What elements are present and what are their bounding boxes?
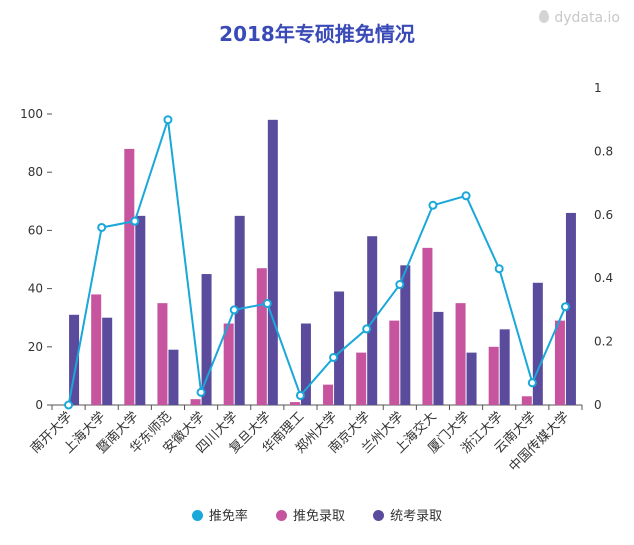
- rate-point: [362, 324, 372, 334]
- legend-swatch-exam: [373, 510, 385, 521]
- rate-point: [262, 299, 272, 309]
- legend-label-recommended: 推免录取: [292, 509, 345, 524]
- bar-recommended: [323, 384, 334, 405]
- chart-title: 2018年专硕推免情况: [219, 22, 415, 46]
- bar-exam: [300, 323, 311, 405]
- legend-item-recommended[interactable]: 推免录取: [275, 505, 345, 524]
- y-left-tick-label: 40: [28, 282, 43, 296]
- rate-point: [295, 390, 305, 400]
- bar-recommended: [455, 303, 466, 405]
- y-right-tick-label: 0.4: [594, 271, 613, 285]
- bar-recommended: [256, 268, 267, 405]
- legend-label-rate: 推免率: [208, 509, 248, 524]
- y-left-tick-label: 60: [28, 223, 43, 237]
- bar-recommended: [521, 396, 532, 405]
- bar-exam: [135, 215, 146, 405]
- y-right-tick-label: 1: [594, 81, 602, 95]
- rate-point: [428, 200, 438, 210]
- y-right-tick-label: 0.6: [594, 208, 613, 222]
- y-left-tick-label: 20: [28, 340, 43, 354]
- rate-point: [130, 216, 140, 226]
- bar-exam: [400, 265, 411, 405]
- rate-point: [527, 378, 537, 388]
- bar-exam: [466, 352, 477, 405]
- bar-exam: [499, 329, 510, 405]
- bar-recommended: [356, 352, 367, 405]
- watermark-text: dydata.io: [554, 10, 620, 26]
- legend-label-exam: 统考录取: [390, 509, 443, 524]
- rate-point: [395, 280, 405, 290]
- legend-swatch-rate: [191, 510, 203, 521]
- bar-recommended: [223, 323, 234, 405]
- bar-exam: [102, 317, 113, 405]
- bar-recommended: [488, 346, 499, 405]
- y-right-tick-label: 0.8: [594, 144, 613, 158]
- y-left-tick-label: 100: [20, 107, 43, 121]
- bar-exam: [234, 215, 245, 405]
- bar-recommended: [190, 399, 201, 405]
- rate-point: [163, 115, 173, 125]
- bar-recommended: [554, 320, 565, 405]
- rate-point: [560, 302, 570, 312]
- bar-exam: [267, 119, 278, 405]
- rate-point: [97, 222, 107, 232]
- bar-exam: [532, 282, 543, 405]
- bar-exam: [334, 291, 345, 405]
- bar-recommended: [157, 303, 168, 405]
- bar-exam: [201, 274, 212, 405]
- bar-recommended: [124, 148, 135, 406]
- y-left-tick-label: 80: [28, 165, 43, 179]
- legend-swatch-recommended: [275, 510, 287, 521]
- y-right-tick-label: 0.2: [594, 335, 613, 349]
- legend-item-exam[interactable]: 统考录取: [373, 505, 442, 524]
- bar-recommended: [289, 402, 300, 405]
- rate-point: [196, 387, 206, 397]
- rate-point: [64, 400, 74, 410]
- bar-exam: [69, 314, 80, 405]
- bar-recommended: [389, 320, 400, 405]
- droplet-icon: [539, 10, 550, 23]
- bar-recommended: [91, 294, 102, 405]
- rate-point: [461, 191, 471, 201]
- chart-legend: 推免率 推免录取 统考录取: [0, 505, 634, 524]
- bar-recommended: [422, 247, 433, 405]
- rate-line: [67, 119, 567, 406]
- rate-point: [494, 264, 504, 274]
- rate-point: [229, 305, 239, 315]
- y-right-tick-label: 0: [594, 398, 602, 412]
- legend-item-rate[interactable]: 推免率: [191, 505, 248, 524]
- bar-exam: [168, 349, 179, 405]
- y-left-tick-label: 0: [35, 398, 43, 412]
- bar-exam: [565, 212, 576, 405]
- rate-point: [329, 352, 339, 362]
- bar-exam: [433, 311, 444, 405]
- watermark-logo: dydata.io: [539, 10, 620, 26]
